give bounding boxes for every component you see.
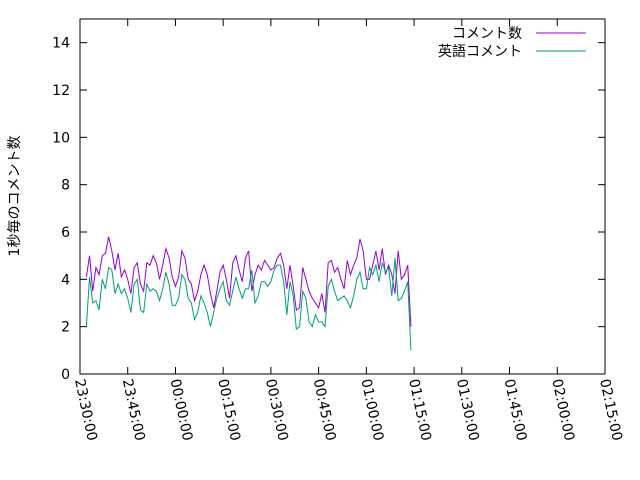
x-tick-label: 00:45:00 xyxy=(310,378,339,443)
y-tick-label: 14 xyxy=(52,36,70,52)
legend-label-2: 英語コメント xyxy=(438,43,522,60)
x-tick-label: 02:15:00 xyxy=(596,378,625,443)
y-tick-label: 6 xyxy=(61,225,70,241)
x-tick-label: 02:00:00 xyxy=(548,378,577,443)
x-tick-label: 23:45:00 xyxy=(119,378,148,443)
x-tick-label: 01:30:00 xyxy=(453,378,482,443)
x-tick-label: 00:15:00 xyxy=(214,378,243,443)
x-tick-label: 00:30:00 xyxy=(262,378,291,443)
series-layer xyxy=(85,236,412,351)
y-tick-label: 10 xyxy=(52,130,70,146)
y-axis-label: 1秒毎のコメント数 xyxy=(7,136,23,257)
y-tick-label: 12 xyxy=(52,83,70,99)
x-tick-label: 00:00:00 xyxy=(167,378,196,443)
plot-border xyxy=(79,18,606,375)
legend-label-1: コメント数 xyxy=(452,26,522,42)
x-tick-label: 01:45:00 xyxy=(501,378,530,443)
ticks-layer: 0 2 4 6 8 10 12 14 23:30:00 23:45:00 00:00:00 00:15… xyxy=(52,19,625,442)
y-tick-label: 0 xyxy=(61,367,70,383)
y-tick-label: 4 xyxy=(61,272,70,288)
series-line-2 xyxy=(85,257,412,351)
y-tick-label: 8 xyxy=(61,178,70,194)
x-tick-label: 01:00:00 xyxy=(357,378,386,443)
series-line-1 xyxy=(85,236,412,327)
x-tick-label: 23:30:00 xyxy=(71,378,100,443)
x-tick-label: 01:15:00 xyxy=(405,378,434,443)
y-tick-label: 2 xyxy=(61,320,70,336)
